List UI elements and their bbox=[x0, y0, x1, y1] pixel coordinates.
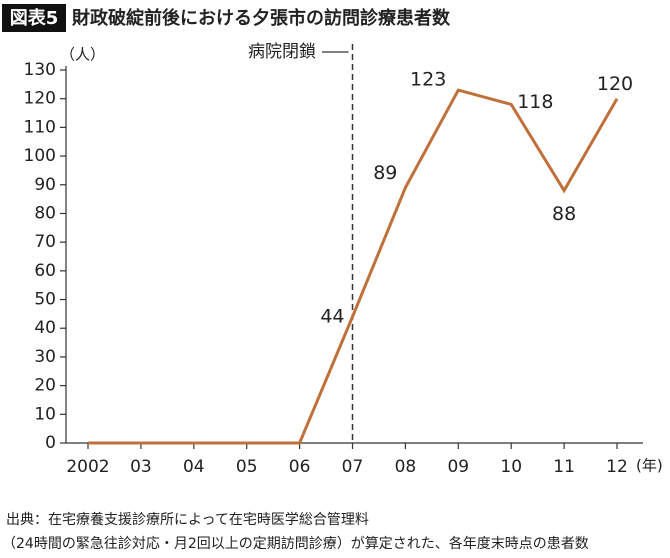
x-tick-label: 05 bbox=[236, 457, 258, 477]
y-tick-label: 0 bbox=[45, 433, 56, 453]
y-tick-label: 70 bbox=[34, 232, 56, 252]
source-line: 出典：在宅療養支援診療所によって在宅時医学総合管理料 bbox=[6, 511, 369, 528]
y-tick-label: 100 bbox=[24, 146, 56, 166]
x-tick-label: 10 bbox=[500, 457, 522, 477]
y-tick-label: 130 bbox=[24, 60, 56, 80]
badge-box bbox=[2, 4, 66, 32]
x-tick-label: 11 bbox=[553, 457, 575, 477]
data-label: 88 bbox=[552, 203, 576, 225]
chart-title: 財政破綻前後における夕張市の訪問診療患者数 bbox=[72, 7, 451, 29]
y-tick-label: 120 bbox=[24, 89, 56, 109]
y-tick-label: 50 bbox=[34, 290, 56, 310]
y-tick-label: 10 bbox=[34, 404, 56, 424]
event-label: 病院閉鎖 bbox=[248, 42, 316, 62]
data-label: 120 bbox=[597, 73, 633, 95]
x-tick-label: 06 bbox=[289, 457, 311, 477]
y-tick-label: 30 bbox=[34, 347, 56, 367]
data-label: 44 bbox=[320, 305, 344, 327]
y-tick-label: 60 bbox=[34, 261, 56, 281]
y-tick-label: 90 bbox=[34, 175, 56, 195]
source-line: （24時間の緊急往診対応・月2回以上の定期訪問診療）が算定された、各年度末時点の… bbox=[2, 535, 589, 552]
y-tick-label: 80 bbox=[34, 203, 56, 223]
y-tick-label: 40 bbox=[34, 318, 56, 338]
x-tick-label: 2002 bbox=[66, 457, 109, 477]
x-tick-label: 08 bbox=[395, 457, 417, 477]
x-tick-label: 07 bbox=[342, 457, 364, 477]
data-label: 123 bbox=[410, 69, 446, 91]
x-unit: (年) bbox=[636, 457, 663, 475]
y-unit: （人） bbox=[60, 46, 105, 64]
y-tick-label: 20 bbox=[34, 376, 56, 396]
badge: 図表5 bbox=[10, 7, 59, 29]
x-tick-label: 12 bbox=[606, 457, 628, 477]
data-label: 118 bbox=[517, 91, 553, 113]
data-label: 89 bbox=[373, 162, 397, 184]
y-tick-label: 110 bbox=[24, 117, 56, 137]
x-tick-label: 09 bbox=[447, 457, 469, 477]
x-tick-label: 04 bbox=[183, 457, 205, 477]
data-line bbox=[88, 88, 619, 445]
x-tick-label: 03 bbox=[130, 457, 152, 477]
